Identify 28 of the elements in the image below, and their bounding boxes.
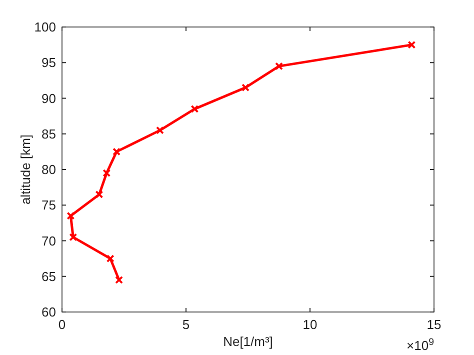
x-tick-label: 5 bbox=[182, 317, 190, 332]
point bbox=[112, 148, 121, 156]
point bbox=[69, 233, 78, 242]
y-tick-label: 65 bbox=[42, 268, 56, 284]
point bbox=[115, 276, 124, 284]
x-axis-title: Ne[1/m³] bbox=[223, 334, 273, 349]
point bbox=[242, 84, 250, 92]
point bbox=[275, 62, 283, 70]
x-tick-label: 0 bbox=[58, 317, 66, 332]
x-tick-label: 15 bbox=[426, 317, 442, 332]
y-tick-label: 95 bbox=[42, 55, 56, 70]
y-tick-label: 70 bbox=[42, 233, 56, 248]
point bbox=[190, 104, 199, 113]
y-tick-label: 75 bbox=[42, 198, 56, 213]
point bbox=[66, 212, 75, 220]
y-tick-label: 85 bbox=[42, 126, 56, 142]
point bbox=[408, 40, 416, 49]
y-tick-label: 60 bbox=[42, 304, 56, 320]
y-axis-title: altitude [km] bbox=[18, 134, 33, 205]
point bbox=[95, 190, 104, 198]
y-tick-label: 90 bbox=[42, 90, 56, 106]
y-tick-label: 100 bbox=[34, 20, 56, 34]
y-tick-label: 80 bbox=[42, 162, 56, 177]
text: ×10$^{9}$ bbox=[406, 336, 434, 353]
point bbox=[156, 126, 164, 134]
point bbox=[106, 254, 114, 263]
point bbox=[102, 169, 111, 178]
x-tick-label: 10 bbox=[302, 317, 318, 332]
